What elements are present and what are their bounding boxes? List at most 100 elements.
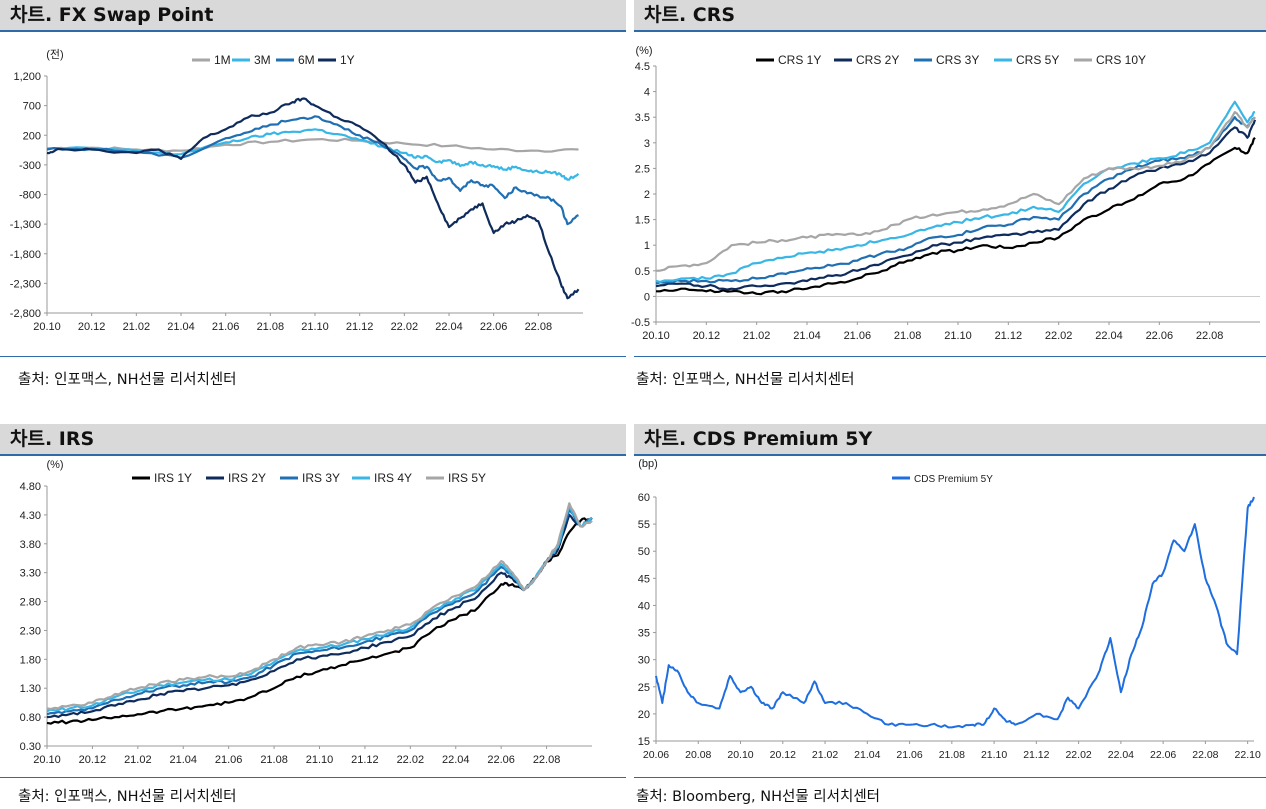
cds-panel: 차트. CDS Premium 5Y (bp) 60 55 50 45 40 35 30 25 2… [634, 424, 1266, 809]
source-note: 출처: 인포맥스, NH선물 리서치센터 [18, 372, 237, 388]
x-tick-label: 20.12 [78, 321, 106, 333]
x-tick-label: 22.04 [1108, 749, 1134, 761]
y-tick-label: 20 [638, 709, 650, 721]
x-tick-label: 21.02 [123, 321, 151, 333]
legend-label: IRS 3Y [302, 471, 340, 485]
y-tick-label: 50 [638, 546, 650, 558]
x-tick-label: 21.06 [215, 754, 243, 766]
series-line [46, 505, 593, 713]
y-tick-label: 60 [638, 492, 650, 504]
y-tick-label: 1 [644, 240, 650, 252]
x-tick-label: 21.02 [124, 754, 152, 766]
x-tick-label: 22.06 [480, 321, 508, 333]
fx-swap-panel: 차트. FX Swap Point (전) 1,200 700 200 -300 -800… [0, 0, 630, 400]
unit-label: (bp) [638, 458, 658, 470]
source-note: 출처: 인포맥스, NH선물 리서치센터 [18, 789, 237, 805]
x-tick-label: 21.12 [346, 321, 374, 333]
x-tick-label: 21.12 [351, 754, 379, 766]
y-tick-label: 4.5 [635, 61, 650, 73]
legend-label: CDS Premium 5Y [914, 474, 993, 485]
series-line [46, 502, 593, 711]
x-tick-label: 22.04 [435, 321, 463, 333]
crs-panel: 차트. CRS (%) 4.5 4 3.5 3 2.5 2 1.5 1 0.5 0 -0.5 20.10… [631, 0, 1266, 400]
x-tick-label: 22.02 [397, 754, 425, 766]
y-tick-label: 40 [638, 600, 650, 612]
x-tick-label: 22.02 [1045, 330, 1073, 342]
source-note: 출처: Bloomberg, NH선물 리서치센터 [636, 789, 881, 805]
legend-label: IRS 1Y [154, 471, 192, 485]
y-tick-label: 55 [638, 519, 650, 531]
y-tick-label: 3.80 [20, 539, 41, 551]
x-tick-label: 20.10 [727, 749, 753, 761]
y-tick-label: -300 [19, 160, 41, 172]
x-tick-label: 20.08 [685, 749, 711, 761]
y-tick-label: 2 [644, 189, 650, 201]
source-divider [0, 777, 626, 778]
x-tick-label: 20.12 [770, 749, 796, 761]
y-tick-label: -2,300 [10, 278, 41, 290]
series-line [46, 508, 593, 716]
unit-label: (전) [46, 48, 63, 61]
unit-label: (%) [635, 45, 652, 57]
x-tick-label: 20.06 [643, 749, 669, 761]
x-tick-label: 22.06 [487, 754, 515, 766]
y-tick-label: 1.80 [20, 654, 41, 666]
legend-label: 3M [254, 53, 271, 67]
x-tick-label: 21.06 [844, 330, 872, 342]
y-tick-label: 4 [644, 87, 650, 99]
x-tick-label: 22.04 [442, 754, 470, 766]
y-tick-label: 3.5 [635, 112, 650, 124]
x-tick-label: 21.10 [306, 754, 334, 766]
series-line [46, 513, 593, 719]
x-tick-label: 22.06 [1146, 330, 1174, 342]
y-tick-label: -1,300 [10, 219, 41, 231]
x-tick-label: 21.08 [894, 330, 922, 342]
x-tick-label: 20.10 [642, 330, 670, 342]
legend-label: 6M [298, 53, 315, 67]
series-line [655, 116, 1256, 285]
y-tick-label: 4.30 [20, 510, 41, 522]
y-tick-label: -800 [19, 190, 41, 202]
y-tick-label: 2.80 [20, 597, 41, 609]
x-tick-label: 21.08 [260, 754, 288, 766]
y-tick-label: 30 [638, 655, 650, 667]
x-tick-label: 21.04 [169, 754, 197, 766]
series-line [655, 100, 1256, 283]
y-tick-label: 25 [638, 682, 650, 694]
irs-chart: (%) 4.80 4.30 3.80 3.30 2.80 2.30 1.80 1.30 0.80 0… [20, 459, 593, 766]
y-tick-label: 0 [644, 291, 650, 303]
series-line [655, 111, 1256, 272]
y-tick-label: -2,800 [10, 308, 41, 320]
source-divider [0, 356, 626, 357]
y-tick-label: 1.30 [20, 683, 41, 695]
y-tick-label: 0.5 [635, 266, 650, 278]
x-tick-label: 21.12 [1023, 749, 1049, 761]
panel-title: 차트. FX Swap Point [0, 0, 626, 32]
y-tick-label: 700 [23, 101, 41, 113]
y-tick-label: 15 [638, 736, 650, 748]
x-tick-label: 22.08 [533, 754, 561, 766]
x-tick-label: 20.10 [33, 321, 61, 333]
y-tick-label: 45 [638, 573, 650, 585]
x-tick-label: 20.10 [33, 754, 61, 766]
x-tick-label: 21.08 [257, 321, 285, 333]
x-tick-label: 20.12 [693, 330, 721, 342]
unit-label: (%) [46, 459, 63, 471]
irs-panel: 차트. IRS (%) 4.80 4.30 3.80 3.30 2.80 2.30 1.80 1… [0, 424, 630, 809]
y-tick-label: 200 [23, 130, 41, 142]
x-tick-label: 21.04 [167, 321, 195, 333]
x-tick-label: 21.12 [995, 330, 1023, 342]
y-tick-label: 1,200 [13, 71, 41, 83]
x-tick-label: 20.12 [79, 754, 107, 766]
series-line [46, 115, 579, 226]
series-line [655, 119, 1257, 291]
legend-label: IRS 2Y [228, 471, 266, 485]
series-line [655, 496, 1255, 729]
x-tick-label: 21.02 [743, 330, 771, 342]
x-tick-label: 21.06 [896, 749, 922, 761]
x-tick-label: 22.08 [1196, 330, 1224, 342]
y-tick-label: -1,800 [10, 249, 41, 261]
legend-label: IRS 4Y [374, 471, 412, 485]
x-tick-label: 21.10 [981, 749, 1007, 761]
